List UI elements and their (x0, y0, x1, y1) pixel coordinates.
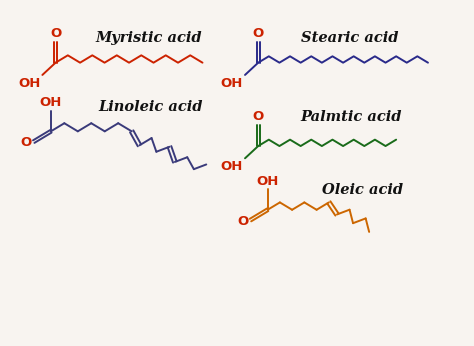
Text: O: O (253, 110, 264, 124)
Text: O: O (253, 27, 264, 40)
Text: O: O (237, 215, 248, 228)
Text: O: O (20, 136, 32, 149)
Text: Oleic acid: Oleic acid (322, 183, 403, 197)
Text: O: O (50, 27, 61, 40)
Text: Stearic acid: Stearic acid (301, 31, 398, 45)
Text: Myristic acid: Myristic acid (96, 31, 202, 45)
Text: OH: OH (221, 160, 243, 173)
Text: OH: OH (18, 77, 40, 90)
Text: Palmtic acid: Palmtic acid (301, 110, 402, 124)
Text: OH: OH (40, 96, 62, 109)
Text: OH: OH (256, 175, 279, 188)
Text: OH: OH (221, 77, 243, 90)
Text: Linoleic acid: Linoleic acid (98, 100, 202, 114)
